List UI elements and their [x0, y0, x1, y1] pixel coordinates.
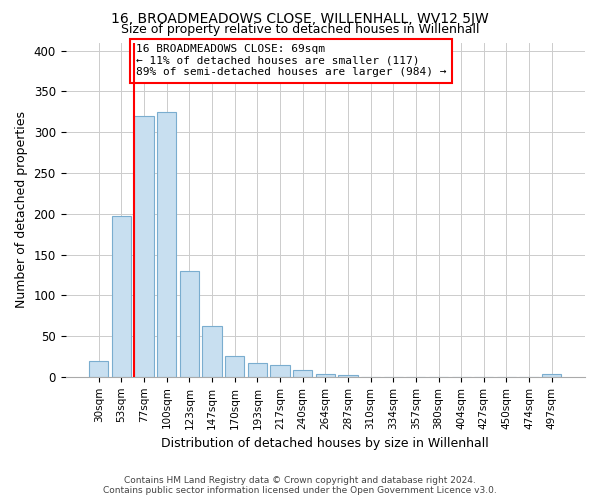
- Text: Size of property relative to detached houses in Willenhall: Size of property relative to detached ho…: [121, 22, 479, 36]
- Text: Contains HM Land Registry data © Crown copyright and database right 2024.
Contai: Contains HM Land Registry data © Crown c…: [103, 476, 497, 495]
- Bar: [112, 216, 131, 377]
- Bar: [225, 356, 244, 377]
- Bar: [157, 112, 176, 377]
- Bar: [338, 375, 358, 377]
- Bar: [134, 116, 154, 377]
- Bar: [202, 326, 221, 377]
- Bar: [316, 374, 335, 377]
- Text: 16, BROADMEADOWS CLOSE, WILLENHALL, WV12 5JW: 16, BROADMEADOWS CLOSE, WILLENHALL, WV12…: [111, 12, 489, 26]
- Bar: [293, 370, 312, 377]
- Bar: [542, 374, 562, 377]
- Bar: [271, 364, 290, 377]
- Bar: [180, 271, 199, 377]
- Y-axis label: Number of detached properties: Number of detached properties: [15, 111, 28, 308]
- X-axis label: Distribution of detached houses by size in Willenhall: Distribution of detached houses by size …: [161, 437, 489, 450]
- Bar: [248, 363, 267, 377]
- Text: 16 BROADMEADOWS CLOSE: 69sqm
← 11% of detached houses are smaller (117)
89% of s: 16 BROADMEADOWS CLOSE: 69sqm ← 11% of de…: [136, 44, 446, 78]
- Bar: [89, 362, 109, 377]
